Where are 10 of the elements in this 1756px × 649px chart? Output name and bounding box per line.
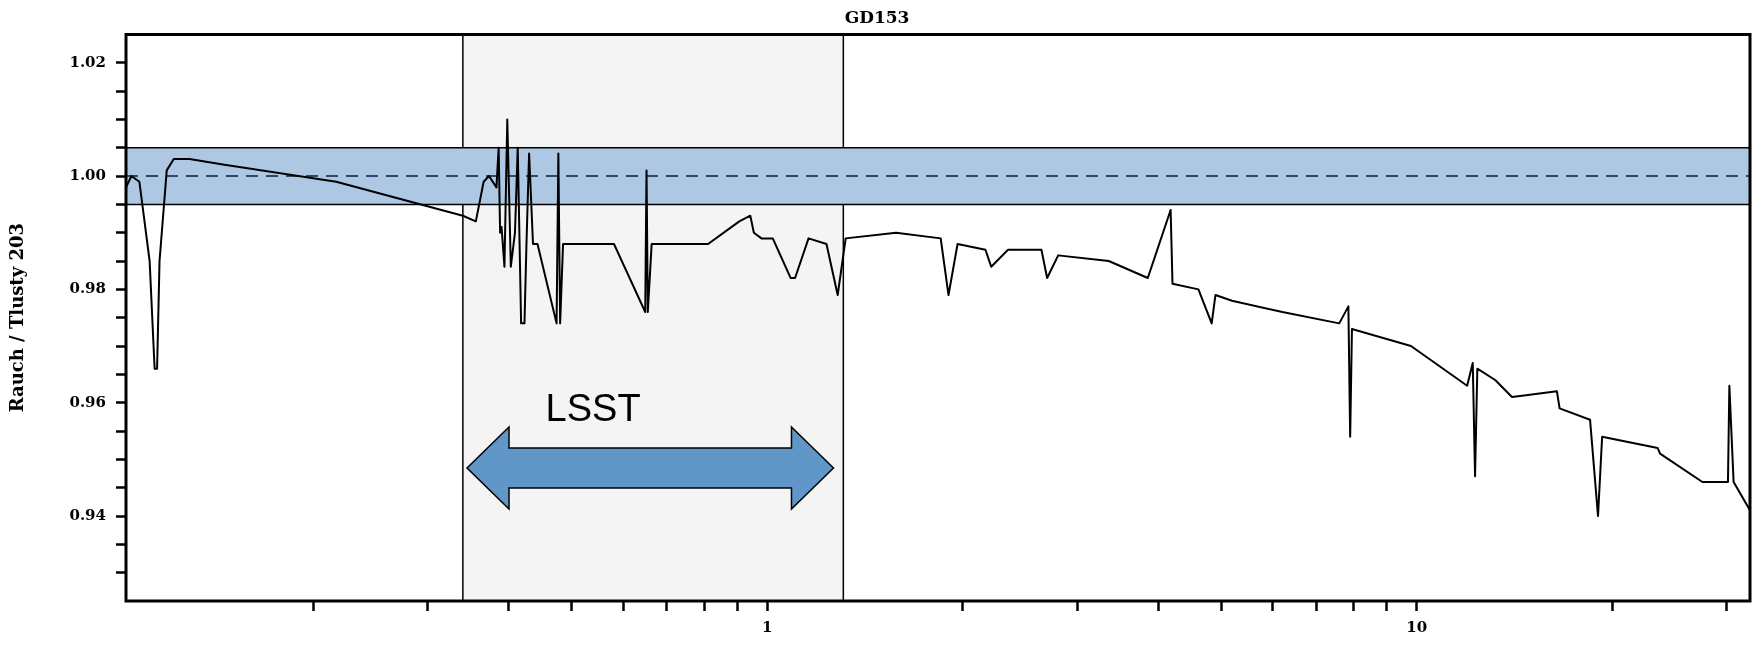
annotation: LSST	[545, 387, 641, 429]
y-tick-label: 0.94	[69, 505, 106, 524]
y-tick-label: 0.98	[69, 279, 106, 298]
y-tick-label: 0.96	[69, 392, 106, 411]
y-axis-title: Rauch / Tlusty 203	[6, 223, 28, 413]
x-tick-label: 1	[761, 617, 773, 636]
x-tick-label: 10	[1406, 617, 1428, 636]
y-tick-label: 1.00	[69, 165, 106, 184]
y-tick-label: 1.02	[69, 52, 106, 71]
chart-title: GD153	[844, 6, 910, 27]
